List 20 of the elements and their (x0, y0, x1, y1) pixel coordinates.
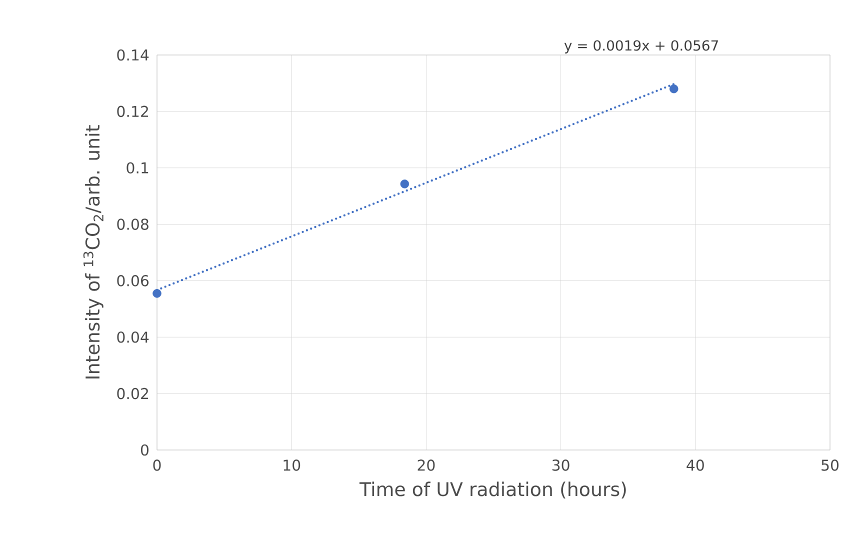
x-tick-label: 40 (686, 460, 704, 471)
x-tick-label: 50 (822, 460, 839, 471)
y-tick-label: 0 (140, 444, 148, 456)
y-axis-title: Intensity of $^{13}$CO$_{2}$/arb. unit (83, 125, 104, 378)
y-tick-label: 0.02 (117, 388, 148, 400)
x-tick-label: 10 (284, 460, 300, 471)
x-axis-title: Time of UV radiation (hours) (359, 482, 626, 499)
x-tick-label: 20 (418, 460, 435, 471)
y-tick-label: 0.06 (117, 275, 149, 286)
y-tick-label: 0.08 (117, 218, 148, 230)
y-tick-label: 0.04 (117, 331, 149, 343)
text: y = 0.0019x + 0.0567 (564, 40, 718, 54)
y-tick-label: 0.1 (126, 162, 148, 174)
point (152, 289, 162, 298)
x-tick-label: 30 (552, 460, 570, 471)
point (400, 180, 410, 188)
y-tick-label: 0.12 (117, 106, 148, 118)
x-tick-label: 0 (153, 460, 161, 471)
y-tick-label: 0.14 (117, 49, 149, 61)
point (669, 84, 678, 94)
